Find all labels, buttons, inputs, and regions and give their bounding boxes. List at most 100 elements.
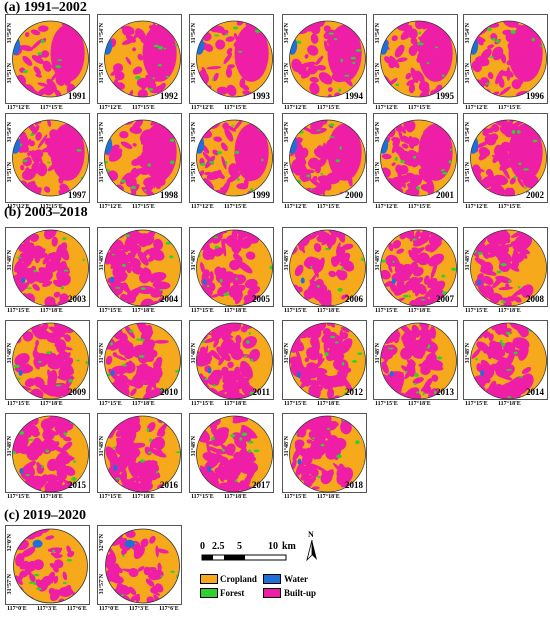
forest-patch (289, 233, 294, 236)
built-up-patch (122, 282, 129, 293)
built-up-patch (308, 231, 319, 240)
built-up-patch (415, 70, 425, 84)
map-panel: 31°48'N 2014 (463, 320, 548, 400)
forest-patch (320, 443, 325, 447)
built-up-patch (136, 285, 155, 295)
longitude-label: 117°18'E (132, 401, 155, 407)
forest-patch (144, 189, 147, 192)
forest-patch (63, 269, 69, 272)
built-up-patch (307, 65, 318, 75)
forest-patch (450, 267, 457, 271)
built-up-patch (295, 349, 303, 366)
forest-patch (337, 288, 343, 292)
year-label: 2015 (68, 480, 86, 490)
forest-patch (427, 344, 431, 348)
built-up-patch (109, 259, 121, 269)
built-up-patch (44, 137, 52, 146)
built-up-patch (14, 575, 23, 586)
built-up-patch (306, 331, 313, 338)
built-up-patch (394, 145, 406, 157)
built-up-patch (385, 391, 390, 399)
built-up-patch (225, 234, 238, 247)
land-use-map (12, 415, 89, 493)
forest-patch (320, 172, 324, 175)
built-up-patch (345, 323, 352, 327)
built-up-patch (31, 265, 37, 271)
built-up-patch (129, 258, 141, 269)
built-up-patch (210, 349, 221, 361)
built-up-patch (324, 338, 344, 349)
land-use-map (12, 20, 89, 98)
forest-patch (37, 360, 42, 363)
built-up-patch (150, 587, 157, 594)
forest-patch (163, 47, 167, 50)
forest-patch (74, 594, 78, 599)
built-up-patch (242, 377, 250, 382)
year-label: 2018 (345, 480, 363, 490)
study-area-boundary (196, 229, 273, 307)
built-up-patch (199, 346, 206, 354)
built-up-patch (409, 174, 423, 187)
map-panel: 31°48'N 2011 (189, 320, 274, 400)
longitude-label: 117°15'E (375, 308, 398, 314)
built-up-patch (146, 567, 157, 572)
scale-bar-graphic (201, 554, 287, 561)
latitude-label: 31°48'N (375, 343, 381, 364)
built-up-patch (43, 431, 50, 438)
water-body (18, 369, 23, 376)
longitude-label: 117°0'E (99, 606, 119, 612)
built-up-patch (207, 391, 212, 399)
forest-patch (413, 382, 417, 386)
water-body (296, 371, 301, 378)
built-up-patch (323, 429, 332, 439)
forest-patch (105, 31, 110, 36)
built-up-patch (403, 332, 413, 343)
forest-patch (17, 22, 21, 26)
built-up-patch (327, 388, 335, 399)
built-up-patch (62, 465, 76, 476)
land-use-map (289, 119, 366, 197)
built-up-patch (226, 47, 233, 55)
built-up-patch (223, 461, 228, 472)
built-up-patch (32, 245, 46, 258)
built-up-patch (199, 85, 212, 96)
built-up-patch (306, 439, 314, 444)
forest-patch (339, 146, 342, 150)
forest-patch (335, 159, 340, 163)
built-up-patch (514, 296, 522, 303)
land-use-map (105, 528, 180, 604)
forest-patch (216, 151, 223, 155)
built-up-patch (51, 236, 58, 247)
built-up-patch (298, 391, 305, 399)
forest-patch (29, 93, 34, 96)
forest-patch (344, 74, 350, 77)
latitude-label: 31°48'N (375, 250, 381, 271)
forest-patch (160, 575, 163, 578)
forest-patch (237, 177, 240, 182)
built-up-patch (123, 454, 132, 459)
study-area-boundary (196, 20, 273, 98)
built-up-patch (200, 262, 205, 274)
built-up-patch (117, 484, 122, 492)
forest-patch (341, 362, 345, 366)
built-up-patch (382, 127, 390, 132)
forest-patch (12, 451, 17, 454)
built-up-patch (240, 325, 248, 333)
study-area-boundary (289, 119, 366, 197)
map-panel: 31°54'N 31°51'N 1991 (5, 14, 90, 104)
built-up-core (50, 24, 85, 82)
forest-patch (505, 331, 511, 335)
forest-patch (387, 347, 393, 350)
built-up-patch (23, 546, 36, 557)
forest-patch (237, 50, 243, 53)
built-up-patch (502, 230, 511, 239)
built-up-patch (499, 125, 509, 135)
longitude-label: 117°12'E (99, 204, 122, 210)
forest-patch (440, 169, 445, 172)
built-up-core (50, 123, 85, 181)
built-up-patch (326, 436, 340, 447)
built-up-patch (304, 357, 310, 363)
built-up-patch (20, 186, 26, 196)
built-up-patch (24, 378, 36, 387)
built-up-patch (399, 233, 406, 240)
